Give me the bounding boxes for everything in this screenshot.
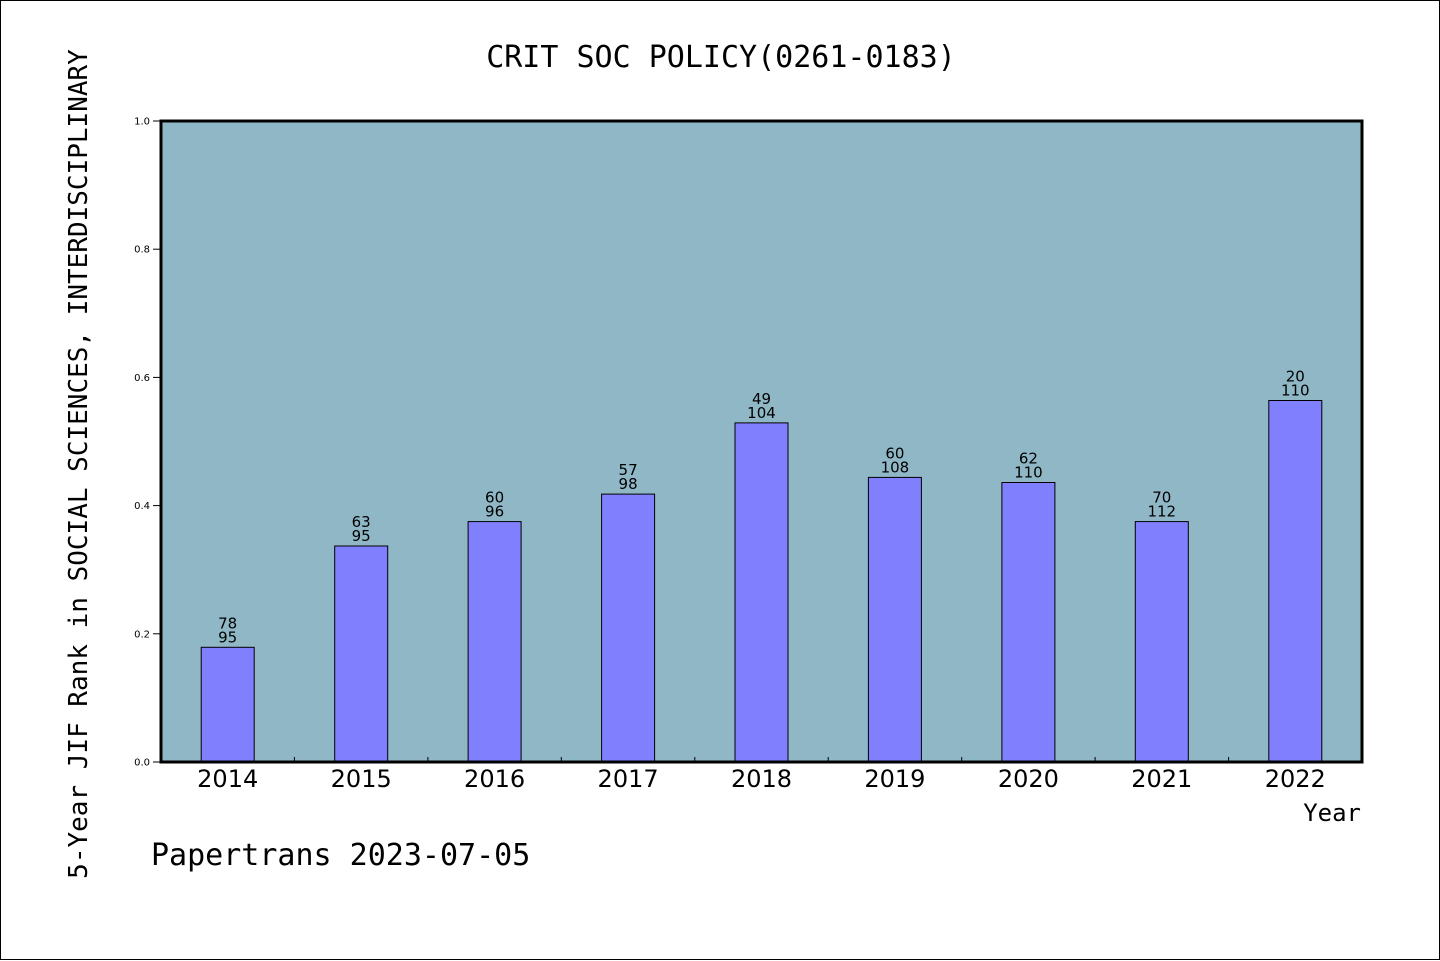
bar-rank-label-2022: 20 [1286,368,1305,386]
bar-2017 [601,493,656,763]
x-tick-label-2016: 2016 [464,765,525,793]
x-tick-label-2022: 2022 [1265,765,1326,793]
bar-total-label-2014: 95 [218,628,237,646]
bar-2021 [1134,521,1189,763]
bar-2019 [867,476,922,763]
bar-rank-label-2016: 60 [485,489,504,507]
chart-title: CRIT SOC POLICY(0261-0183) [486,40,956,75]
bar-total-label-2016: 96 [485,503,504,521]
bar-2018 [734,422,789,763]
bar-total-label-2015: 95 [352,527,371,545]
y-tick-label-0.6: 0.6 [134,373,150,384]
bar-rank-label-2017: 57 [619,461,638,479]
bar-rank-label-2021: 70 [1152,489,1171,507]
bar-total-label-2022: 110 [1281,382,1310,400]
y-tick-label-0.4: 0.4 [134,501,150,512]
bar-total-label-2018: 104 [747,404,776,422]
x-tick-label-2020: 2020 [998,765,1059,793]
x-axis-label: Year [1303,799,1361,827]
x-tick-label-2021: 2021 [1131,765,1192,793]
bar-2022 [1268,400,1323,763]
bar-2014 [200,646,255,763]
y-tick-label-0.8: 0.8 [134,245,150,256]
bar-total-label-2019: 108 [881,458,910,476]
plot-frame [159,119,1364,764]
y-tick-label-0.0: 0.0 [134,758,150,769]
x-tick-label-2017: 2017 [598,765,659,793]
y-tick-label-0.2: 0.2 [134,629,150,640]
x-tick-label-2014: 2014 [197,765,258,793]
bar-rank-label-2020: 62 [1019,450,1038,468]
bars-group [200,400,1323,763]
bar-total-label-2017: 98 [619,475,638,493]
bar-2016 [467,521,522,763]
bar-rank-label-2014: 78 [218,614,237,632]
bar-2020 [1001,482,1056,763]
bar-rank-label-2018: 49 [752,390,771,408]
bar-2015 [334,545,389,763]
x-tick-label-2015: 2015 [331,765,392,793]
x-axis: 2014 2015 2016 2017 2018 2019 2020 2021 2022 [197,757,1326,793]
bar-rank-label-2015: 63 [352,513,371,531]
bar-total-label-2021: 112 [1147,503,1176,521]
y-axis: 0.0 0.2 0.4 0.6 0.8 1.0 [134,117,161,769]
x-tick-label-2019: 2019 [864,765,925,793]
y-tick-label-1.0: 1.0 [134,117,150,128]
x-tick-label-2018: 2018 [731,765,792,793]
footer-credit: Papertrans 2023-07-05 [151,838,530,873]
y-axis-label: 5-Year JIF Rank in SOCIAL SCIENCES, INTE… [64,49,94,879]
bar-rank-label-2019: 60 [885,444,904,462]
bar-total-label-2020: 110 [1014,464,1043,482]
